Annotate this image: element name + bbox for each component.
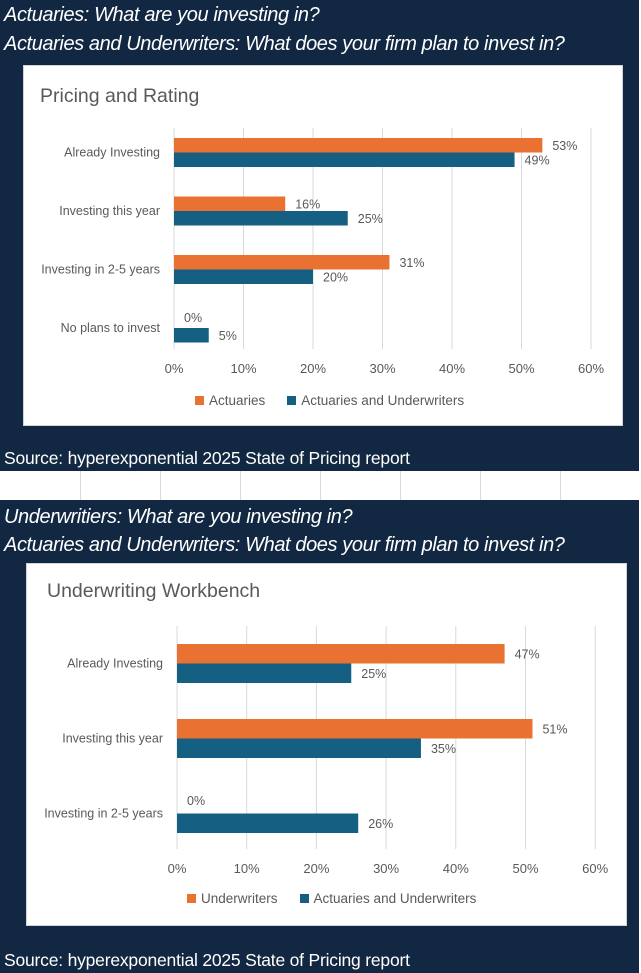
chart-legend: Actuaries Actuaries and Underwriters	[195, 393, 464, 408]
grid-cell-line	[560, 471, 561, 500]
data-label: 53%	[552, 139, 577, 153]
section2-heading-line1: Underwritiers: What are you investing in…	[4, 506, 353, 528]
bar-orange	[174, 255, 390, 270]
x-tick-label: 0%	[165, 361, 184, 376]
category-label: Investing this year	[59, 204, 160, 218]
grid-cell-line	[320, 471, 321, 500]
bar-blue	[174, 152, 515, 167]
chart-underwriting-workbench: 0% 10% 20% 30% 40% 50% 60% Already Investing 47%…	[44, 626, 609, 876]
data-label: 47%	[515, 647, 540, 661]
grid-cell-line	[240, 471, 241, 500]
x-tick-label: 60%	[582, 861, 608, 876]
x-tick-label: 30%	[369, 361, 395, 376]
grid-cell-line	[80, 471, 81, 500]
x-tick-label: 20%	[303, 861, 329, 876]
bar-blue	[174, 269, 313, 284]
data-label: 35%	[431, 742, 456, 756]
chart-title: Underwriting Workbench	[47, 580, 261, 602]
x-tick-label: 10%	[234, 861, 260, 876]
bar-blue	[174, 328, 209, 343]
data-label: 51%	[542, 722, 567, 736]
section1-heading-line2: Actuaries and Underwriters: What does yo…	[4, 33, 565, 55]
legend-swatch-blue	[287, 396, 297, 405]
legend-label: Underwriters	[201, 891, 278, 906]
chart-pricing-and-rating: 0% 10% 20% 30% 40% 50% 60% Already Investing 53%…	[41, 128, 604, 376]
bar-blue	[177, 663, 352, 683]
category-label: Investing this year	[62, 732, 163, 746]
legend-swatch-blue	[299, 894, 309, 903]
x-tick-label: 40%	[439, 361, 465, 376]
chart-title: Pricing and Rating	[40, 85, 200, 107]
data-label: 0%	[187, 794, 205, 808]
x-tick-label: 40%	[443, 861, 469, 876]
x-tick-label: 30%	[373, 861, 399, 876]
category-label: Already Investing	[67, 657, 163, 671]
legend-swatch-orange	[195, 396, 204, 405]
section2-source: Source: hyperexponential 2025 State of P…	[4, 950, 410, 970]
chart-legend: Underwriters Actuaries and Underwriters	[187, 891, 476, 906]
x-tick-label: 50%	[512, 861, 538, 876]
data-label: 20%	[323, 270, 348, 284]
legend-label: Actuaries	[209, 393, 266, 408]
data-label: 25%	[358, 212, 383, 226]
grid-cell-line	[160, 471, 161, 500]
bar-blue	[174, 211, 348, 226]
legend-label: Actuaries and Underwriters	[313, 891, 477, 906]
category-label: Investing in 2-5 years	[41, 263, 160, 277]
category-label: Investing in 2-5 years	[44, 807, 163, 821]
x-tick-label: 60%	[578, 361, 604, 376]
data-label: 25%	[361, 667, 386, 681]
legend-item-underwriters: Underwriters	[187, 891, 278, 906]
data-label: 16%	[295, 197, 320, 211]
data-label: 31%	[399, 256, 424, 270]
category-label: Already Investing	[64, 146, 160, 160]
data-label: 26%	[368, 817, 393, 831]
category-label: No plans to invest	[61, 321, 161, 335]
x-tick-label: 50%	[508, 361, 534, 376]
bar-blue	[177, 813, 359, 833]
bar-orange	[174, 196, 286, 211]
chart-panel-underwriting-workbench: Underwriting Workbench 0% 10% 20% 30% 40% 50%…	[26, 563, 627, 926]
data-label: 0%	[184, 311, 202, 325]
legend-swatch-orange	[187, 894, 196, 903]
bar-blue	[177, 738, 421, 758]
data-label: 5%	[219, 329, 237, 343]
chart-panel-pricing-and-rating: Pricing and Rating 0% 10% 20% 30% 40% 50% 60% A…	[23, 65, 623, 426]
bar-orange	[177, 644, 505, 664]
bar-orange	[174, 138, 543, 153]
x-tick-label: 20%	[300, 361, 326, 376]
section-workbench-background: Underwritiers: What are you investing in…	[0, 500, 639, 973]
x-tick-label: 10%	[230, 361, 256, 376]
data-label: 49%	[525, 153, 550, 167]
x-tick-label: 0%	[168, 861, 187, 876]
legend-label: Actuaries and Underwriters	[301, 393, 465, 408]
section-pricing-background: Actuaries: What are you investing in? Ac…	[0, 0, 639, 471]
legend-item-actuaries: Actuaries	[195, 393, 265, 408]
legend-item-actuaries-and-underwriters: Actuaries and Underwriters	[287, 393, 464, 408]
section1-heading-line1: Actuaries: What are you investing in?	[4, 4, 320, 26]
grid-cell-line	[480, 471, 481, 500]
legend-item-actuaries-and-underwriters: Actuaries and Underwriters	[299, 891, 477, 906]
bar-orange	[177, 719, 533, 739]
grid-cell-line	[400, 471, 401, 500]
section2-heading-line2: Actuaries and Underwriters: What does yo…	[4, 534, 565, 556]
section1-source: Source: hyperexponential 2025 State of P…	[4, 448, 410, 468]
spreadsheet-gap-row	[0, 471, 641, 500]
